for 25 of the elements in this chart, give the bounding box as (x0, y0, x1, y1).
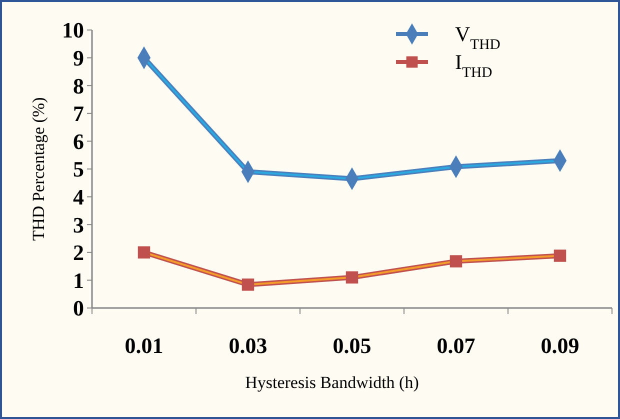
point (450, 255, 462, 268)
legend-label: I$_{THD}$ (455, 50, 493, 81)
y-tick-label: 5 (73, 156, 84, 182)
y-axis-title: THD Percentage (%) (29, 97, 48, 241)
y-tick-label: 8 (73, 73, 84, 98)
y-tick-label: 0 (73, 296, 84, 321)
point (138, 246, 150, 259)
x-tick-label: 0.03 (228, 333, 268, 358)
y-tick-label: 2 (73, 240, 84, 266)
x-axis-title: Hysteresis Bandwidth (h) (245, 373, 419, 392)
x-tick-label: 0.05 (332, 333, 372, 358)
y-tick-label: 6 (73, 128, 84, 154)
y-tick-label: 10 (62, 18, 84, 43)
y-tick-label: 1 (73, 268, 84, 293)
y-tick-label: 9 (73, 46, 84, 70)
x-tick-label: 0.07 (436, 333, 476, 358)
x-tick-label: 0.01 (124, 333, 164, 358)
point (242, 278, 254, 291)
y-tick-label: 4 (73, 184, 84, 210)
y-tick-label: 3 (73, 212, 84, 238)
point (554, 250, 566, 262)
y-tick-label: 7 (73, 101, 84, 126)
legend-label: V$_{THD}$ (455, 22, 501, 53)
x-tick-label: 0.09 (540, 333, 580, 358)
point (346, 271, 358, 284)
